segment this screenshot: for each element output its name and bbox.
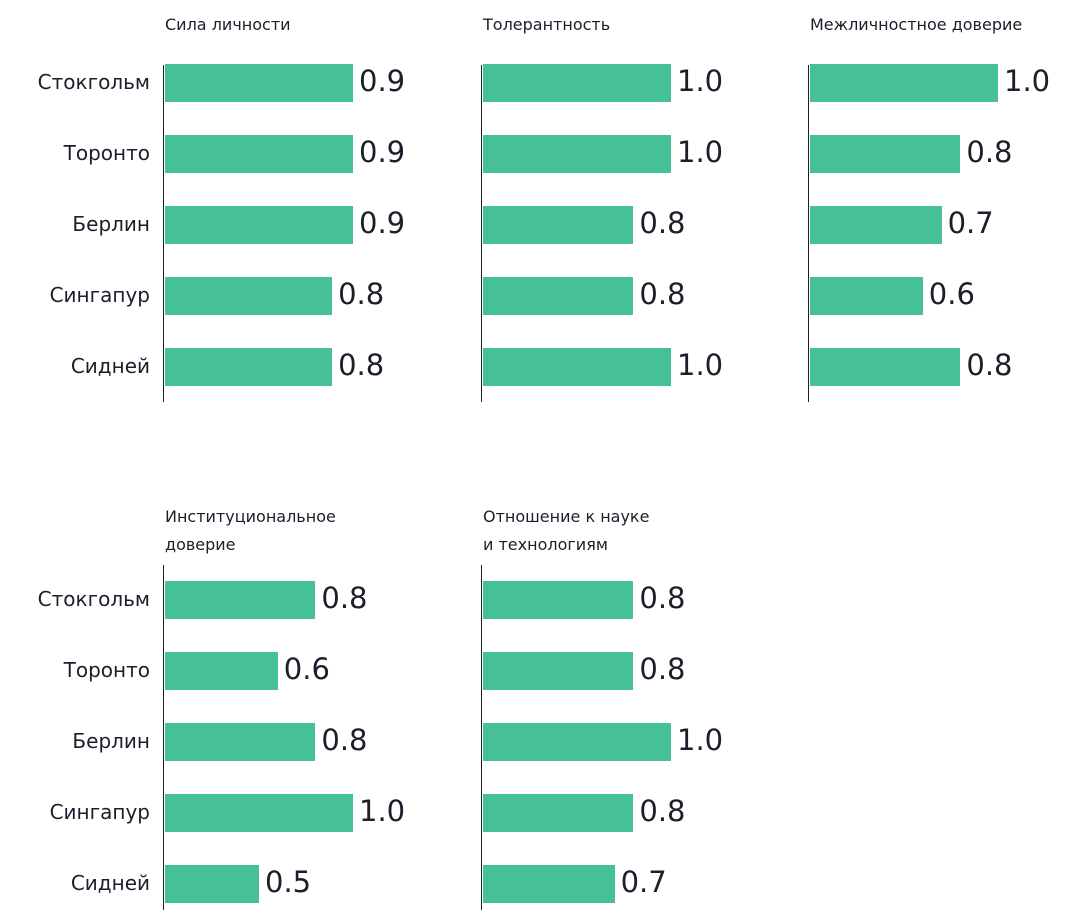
bar [483,723,671,761]
bar [483,794,634,832]
bar [165,206,353,244]
category-label: Торонто [63,141,150,165]
category-label: Берлин [72,212,150,236]
value-label: 0.8 [338,348,385,382]
axis-line [163,565,164,910]
bar [483,277,634,315]
bar [165,135,353,173]
value-label: 0.8 [321,723,368,757]
bar [810,206,942,244]
value-label: 0.9 [359,64,406,98]
value-label: 0.5 [265,865,312,899]
value-label: 0.8 [966,348,1013,382]
value-label: 0.6 [928,277,975,311]
value-label: 0.9 [359,206,406,240]
panel-title: Толерантность [483,15,611,34]
panel-title: и технологиям [483,535,608,554]
axis-line [481,565,482,910]
value-label: 0.8 [639,581,686,615]
value-label: 0.8 [321,581,368,615]
value-label: 0.8 [966,135,1013,169]
panel-title: Отношение к науке [483,507,650,526]
panel-title: Сила личности [165,15,291,34]
bar [165,723,316,761]
category-label: Сингапур [49,283,150,307]
bar [810,135,961,173]
category-label: Торонто [63,658,150,682]
category-label: Стокгольм [37,587,150,611]
value-label: 1.0 [677,723,724,757]
axis-line [481,65,482,402]
value-label: 1.0 [677,348,724,382]
value-label: 0.8 [639,277,686,311]
value-label: 0.8 [639,652,686,686]
bar [483,135,671,173]
bar [810,64,998,102]
bar [810,348,961,386]
category-label: Сингапур [49,800,150,824]
bar [483,206,634,244]
value-label: 1.0 [1004,64,1051,98]
axis-line [808,65,809,402]
panel-title: Межличностное доверие [810,15,1023,34]
bar [165,277,333,315]
axis-line [163,65,164,402]
bar [165,581,316,619]
bar [483,581,634,619]
bar [165,652,278,690]
bar [483,64,671,102]
value-label: 0.7 [620,865,667,899]
bar [810,277,923,315]
value-label: 1.0 [677,135,724,169]
bar [483,865,615,903]
value-label: 0.9 [359,135,406,169]
category-label: Берлин [72,729,150,753]
value-label: 0.8 [338,277,385,311]
category-label: Сидней [70,871,150,895]
value-label: 0.8 [639,794,686,828]
value-label: 0.7 [947,206,994,240]
value-label: 0.8 [639,206,686,240]
bar [165,865,259,903]
bar [165,794,353,832]
value-label: 1.0 [677,64,724,98]
bar [165,64,353,102]
bar [483,348,671,386]
bar [483,652,634,690]
category-label: Сидней [70,354,150,378]
bar [165,348,333,386]
category-label: Стокгольм [37,70,150,94]
value-label: 1.0 [359,794,406,828]
value-label: 0.6 [283,652,330,686]
panel-title: Институциональное [165,507,336,526]
panel-title: доверие [165,535,236,554]
